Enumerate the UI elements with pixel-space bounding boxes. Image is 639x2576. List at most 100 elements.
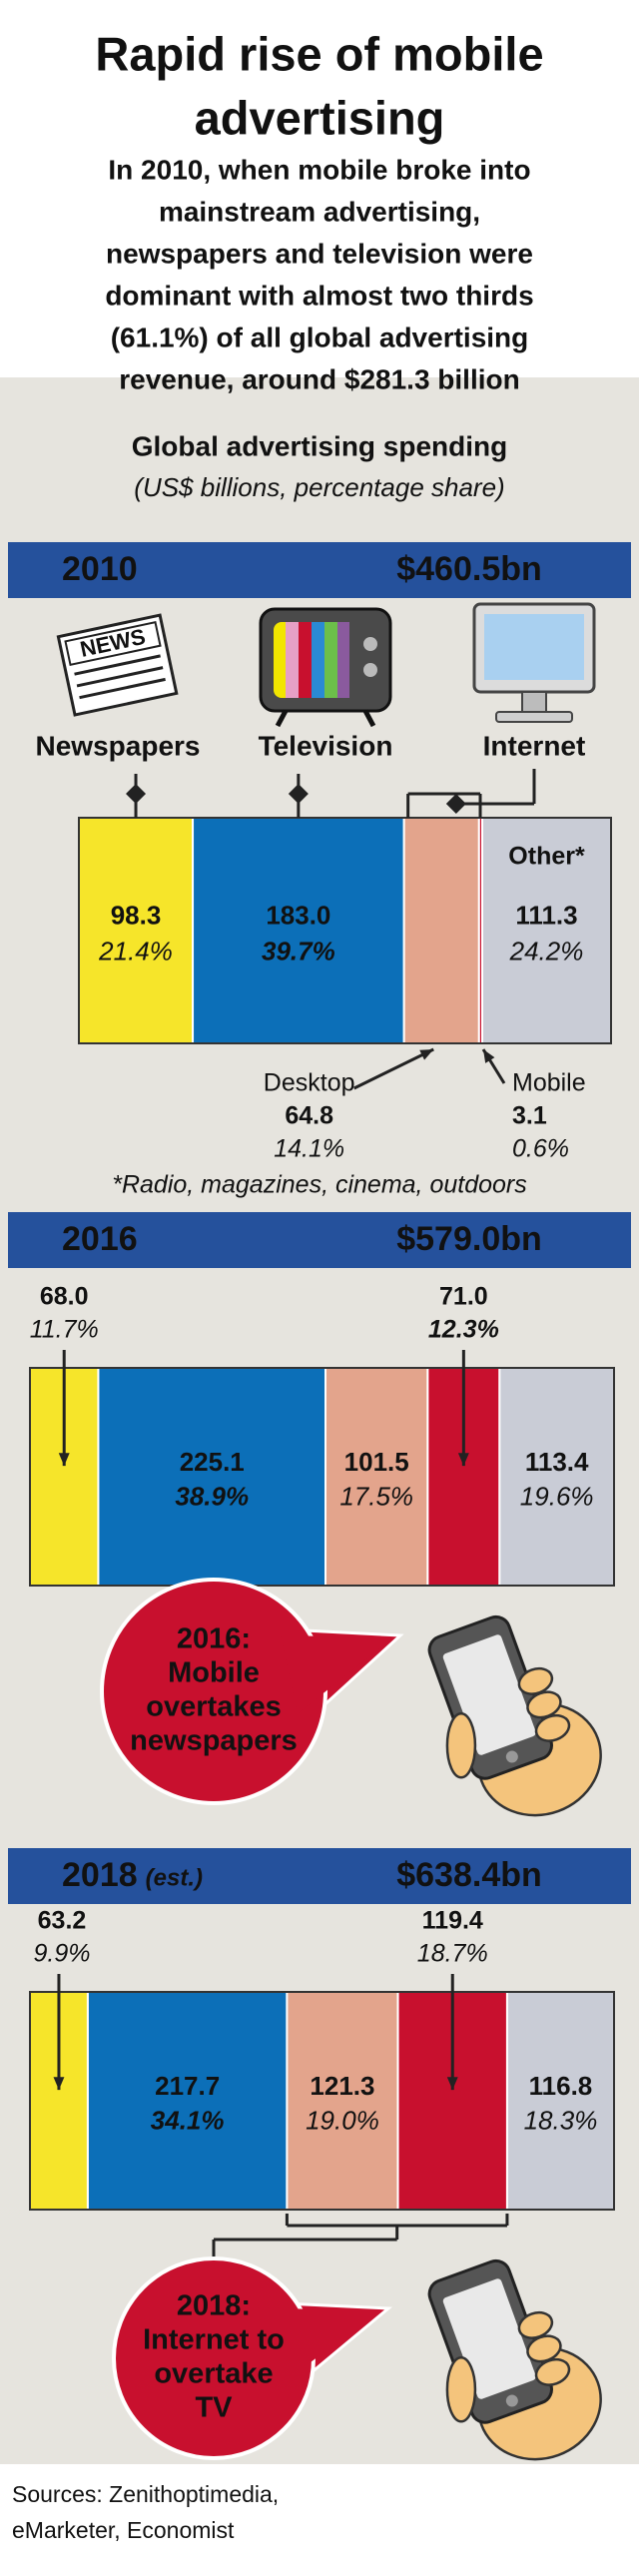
monitor-screen <box>484 614 584 680</box>
bar-outline <box>29 1367 615 1587</box>
callout-text: overtake <box>154 2358 273 2390</box>
stripe <box>299 622 312 698</box>
bar-segment <box>192 817 405 1044</box>
total-label: $579.0bn <box>396 1220 542 1258</box>
bar-segment <box>286 1991 399 2211</box>
amount-label: 101.5 <box>344 1447 409 1477</box>
share-label: 19.6% <box>520 1482 594 1512</box>
bar-segment <box>86 1991 289 2211</box>
bar-segment <box>78 817 195 1044</box>
section-title: Global advertising spending <box>132 430 508 461</box>
newspaper-icon: NEWS <box>56 613 179 717</box>
sources: eMarketer, Economist <box>12 2517 235 2543</box>
share-label: 11.7% <box>30 1316 99 1344</box>
bar-segment <box>481 817 612 1044</box>
text-line <box>74 654 161 676</box>
arrow-head <box>53 2077 65 2091</box>
tv-icon <box>259 607 392 728</box>
sources: Sources: Zenithoptimedia, <box>12 2481 279 2507</box>
phone-hand <box>427 2258 602 2461</box>
intro: In 2010, when mobile broke into <box>108 154 530 185</box>
year-band <box>8 542 631 598</box>
amount-label: 63.2 <box>38 1907 87 1935</box>
stripe <box>286 622 299 698</box>
callout-tail-fill <box>281 1635 393 1714</box>
amount-label: 64.8 <box>285 1102 333 1130</box>
text-line <box>76 666 164 688</box>
phone-hand <box>427 1614 602 1817</box>
thumb <box>445 2355 477 2423</box>
sources-box <box>0 2464 639 2576</box>
monitor-icon <box>472 602 596 723</box>
share-label: 19.0% <box>306 2106 379 2136</box>
share-label: 24.2% <box>509 936 584 966</box>
section-subtitle: (US$ billions, percentage share) <box>134 472 504 502</box>
share-label: 38.9% <box>175 1482 249 1512</box>
share-label: 17.5% <box>339 1482 413 1512</box>
year-title: 2016 <box>62 1220 138 1258</box>
stripe <box>337 622 349 698</box>
bar-segment <box>324 1367 429 1587</box>
knob <box>363 663 377 677</box>
amount-label: 119.4 <box>422 1907 483 1935</box>
text-line <box>79 677 166 700</box>
amount-label: 111.3 <box>515 900 577 930</box>
total-label: $638.4bn <box>396 1856 542 1894</box>
callout-text: Internet to <box>143 2324 285 2356</box>
phone-button <box>505 2394 518 2407</box>
title: Rapid rise of mobile <box>95 27 543 80</box>
thumb <box>445 1711 477 1779</box>
share-label: 18.7% <box>417 1940 488 1968</box>
amount-label: 225.1 <box>180 1447 245 1477</box>
intro: dominant with almost two thirds <box>105 280 533 311</box>
bar-outline <box>29 1991 615 2211</box>
intro: (61.1%) of all global advertising <box>111 322 529 352</box>
pointer <box>126 784 147 804</box>
stand <box>521 691 547 713</box>
callout-text: TV <box>195 2392 233 2424</box>
series-name: Newspapers <box>36 730 201 761</box>
group-label: Internet <box>483 730 586 761</box>
leg <box>362 709 376 728</box>
title: advertising <box>195 91 445 144</box>
intro: revenue, around $281.3 billion <box>119 363 519 394</box>
bar-outline <box>78 817 612 1044</box>
share-label: 12.3% <box>428 1316 499 1344</box>
bar-segment <box>97 1367 327 1587</box>
share-label: 14.1% <box>274 1135 344 1163</box>
share-label: 39.7% <box>262 936 335 966</box>
share-label: 0.6% <box>512 1135 569 1163</box>
finger <box>534 2357 571 2386</box>
amount-label: 121.3 <box>310 2071 374 2101</box>
callout-text: overtakes <box>146 1691 281 1723</box>
series-name: Television <box>259 730 393 761</box>
phone-screen <box>442 2278 536 2399</box>
bar-segment <box>498 1367 615 1587</box>
arrow-head <box>419 1049 434 1060</box>
year-title: 2010 <box>62 550 138 588</box>
series-name: Mobile <box>512 1069 586 1097</box>
amount-label: 71.0 <box>439 1283 488 1311</box>
amount-label: 183.0 <box>266 900 330 930</box>
base <box>495 711 573 723</box>
share-label: 21.4% <box>98 936 173 966</box>
year-band <box>8 1212 631 1268</box>
amount-label: 68.0 <box>40 1283 89 1311</box>
callout-tail-fill <box>274 2308 381 2378</box>
callout-text: newspapers <box>130 1725 298 1757</box>
pointer <box>288 784 309 804</box>
total-label: $460.5bn <box>396 550 542 588</box>
intro: newspapers and television were <box>106 238 533 269</box>
arrow-head <box>58 1453 70 1467</box>
bar-segment <box>505 1991 616 2211</box>
stripe <box>312 622 324 698</box>
amount-label: 116.8 <box>529 2071 593 2101</box>
callout-text: 2016: <box>177 1623 251 1655</box>
year-title: 2018 <box>62 1856 138 1894</box>
year-band <box>8 1848 631 1904</box>
leg <box>275 709 289 728</box>
stripe <box>324 622 337 698</box>
footnote: *Radio, magazines, cinema, outdoors <box>112 1171 527 1199</box>
share-label: 9.9% <box>34 1940 91 1968</box>
